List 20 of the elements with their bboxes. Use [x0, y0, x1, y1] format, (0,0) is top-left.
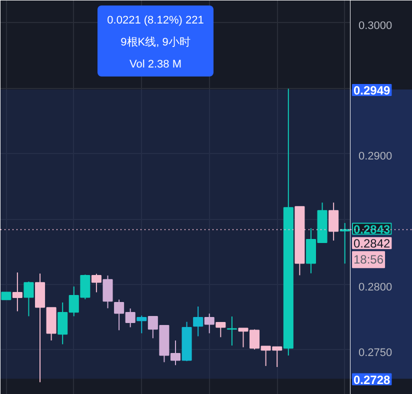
y-tick-label: 0.2949 — [354, 84, 391, 98]
annotation: Vol 2.38 M — [130, 58, 182, 70]
candlestick — [12, 272, 22, 312]
y-tick-label: 0.2750 — [358, 346, 392, 359]
y-tick-label: 0.2728 — [354, 372, 391, 387]
candlestick — [193, 306, 204, 337]
y-tick-label: 0.2800 — [358, 282, 392, 294]
candlestick — [102, 275, 113, 309]
candlestick — [136, 315, 147, 334]
ref-line-label: 0.2842 18:56 — [354, 236, 391, 267]
candlestick — [91, 273, 102, 293]
candlestick — [216, 322, 226, 338]
candlestick — [340, 222, 350, 264]
y-tick-label: 0.2900 — [358, 150, 392, 163]
annotation: 0.0221 (8.12%) 221 — [107, 14, 204, 26]
candlestick — [24, 281, 34, 317]
y-tick-label: 0.2843 — [354, 222, 391, 236]
y-tick-label: 0.3000 — [358, 20, 392, 32]
candlestick — [204, 313, 214, 334]
annotation: 9根K线, 9小时 — [120, 36, 190, 48]
